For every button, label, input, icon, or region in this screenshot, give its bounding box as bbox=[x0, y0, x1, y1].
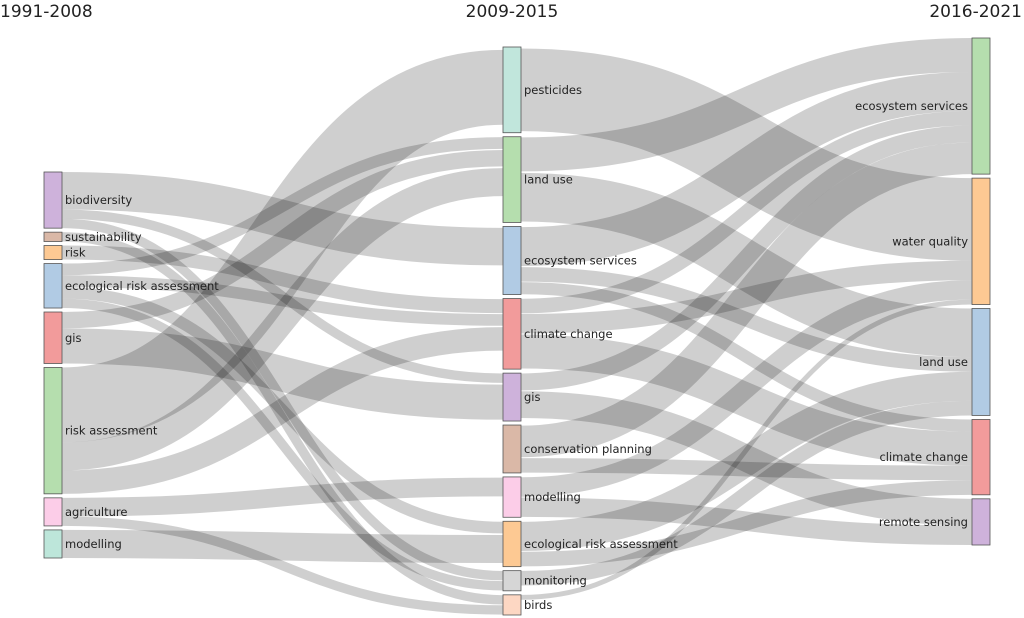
node-c0_sustainability[interactable] bbox=[43, 231, 63, 242]
link-c0_risk-to-c1_cc[interactable] bbox=[61, 245, 504, 314]
column-header-2: 2009-2015 bbox=[466, 2, 559, 22]
link-c1_landuse-to-c2_es[interactable] bbox=[520, 37, 973, 172]
node-c0_era[interactable] bbox=[43, 263, 63, 309]
link-c1_cp-to-c2_cc[interactable] bbox=[520, 458, 973, 481]
link-c1_gis-to-c2_es[interactable] bbox=[520, 125, 973, 391]
node-label-c1_es: ecosystem services bbox=[524, 253, 637, 267]
link-c1_era-to-c2_landuse[interactable] bbox=[520, 371, 973, 551]
link-c0_ra-to-c1_cc[interactable] bbox=[61, 327, 504, 494]
link-c0_biodiversity-to-c1_es[interactable] bbox=[61, 171, 504, 266]
node-c1_cp[interactable] bbox=[502, 424, 522, 474]
node-label-c1_cc: climate change bbox=[524, 327, 613, 341]
node-label-c0_biodiversity: biodiversity bbox=[65, 193, 132, 207]
node-c1_es[interactable] bbox=[502, 226, 522, 295]
link-c0_ra-to-c1_pesticides[interactable] bbox=[60, 49, 505, 443]
node-label-c1_birds: birds bbox=[524, 598, 552, 612]
column-headers: 1991-2008 2009-2015 2016-2021 bbox=[0, 2, 1022, 22]
link-c1_era-to-c2_cc[interactable] bbox=[520, 480, 973, 567]
link-c0_modelling-to-c1_era[interactable] bbox=[61, 529, 504, 564]
flow-nodes: biodiversity sustainability risk ecological… bbox=[43, 37, 991, 616]
link-c0_biodiversity-to-c1_monitoring[interactable] bbox=[61, 218, 504, 581]
link-c1_modelling-to-c2_wq[interactable] bbox=[520, 280, 973, 497]
node-c1_birds[interactable] bbox=[502, 594, 522, 616]
node-label-c0_gis: gis bbox=[65, 331, 82, 345]
node-label-c0_agriculture: agriculture bbox=[65, 505, 127, 519]
node-label-c1_landuse: land use bbox=[524, 173, 573, 187]
link-c0_biodiversity-to-c1_gis[interactable] bbox=[61, 209, 504, 383]
link-c1_birds-to-c2_wq[interactable] bbox=[520, 299, 973, 600]
node-label-c2_wq: water quality bbox=[892, 234, 968, 248]
node-label-c2_es: ecosystem services bbox=[855, 99, 968, 113]
link-c0_era-to-c1_era[interactable] bbox=[61, 286, 504, 534]
node-c2_rs[interactable] bbox=[971, 498, 991, 546]
link-c1_pesticides-to-c2_wq[interactable] bbox=[520, 48, 973, 261]
column-header-1: 1991-2008 bbox=[0, 2, 93, 22]
node-c1_cc[interactable] bbox=[502, 298, 522, 370]
link-c0_era-to-c1_landuse[interactable] bbox=[61, 137, 504, 276]
node-c0_risk[interactable] bbox=[43, 245, 63, 260]
node-label-c2_landuse: land use bbox=[919, 355, 968, 369]
link-c0_agriculture-to-c1_birds[interactable] bbox=[61, 516, 504, 615]
node-c1_landuse[interactable] bbox=[502, 136, 522, 223]
node-label-c1_gis: gis bbox=[524, 390, 541, 404]
link-c0_agriculture-to-c1_modelling[interactable] bbox=[61, 477, 504, 517]
node-label-c1_cp: conservation planning bbox=[524, 442, 652, 456]
node-label-c1_modelling: modelling bbox=[524, 490, 581, 504]
link-c1_es-to-c2_landuse[interactable] bbox=[520, 267, 973, 372]
node-c0_agriculture[interactable] bbox=[43, 497, 63, 527]
node-label-c0_sustainability: sustainability bbox=[65, 230, 142, 244]
link-c0_sustainability-to-c1_birds[interactable] bbox=[61, 232, 504, 605]
node-label-c0_modelling: modelling bbox=[65, 537, 122, 551]
node-label-c0_era: ecological risk assessment bbox=[65, 279, 219, 293]
node-label-c0_ra: risk assessment bbox=[65, 424, 158, 438]
node-label-c2_cc: climate change bbox=[879, 450, 968, 464]
link-c0_gis-to-c1_gis[interactable] bbox=[61, 328, 504, 420]
node-label-c2_rs: remote sensing bbox=[879, 515, 968, 529]
node-c1_modelling[interactable] bbox=[502, 476, 522, 518]
node-c2_es[interactable] bbox=[971, 37, 991, 175]
link-c0_gis-to-c1_landuse[interactable] bbox=[61, 149, 504, 329]
node-label-c1_era: ecological risk assessment bbox=[524, 537, 678, 551]
node-c0_ra[interactable] bbox=[43, 367, 63, 495]
node-c0_biodiversity[interactable] bbox=[43, 171, 63, 229]
node-label-c1_monitoring: monitoring bbox=[524, 574, 587, 588]
link-c1_es-to-c2_es[interactable] bbox=[520, 72, 973, 267]
node-c1_gis[interactable] bbox=[502, 372, 522, 422]
column-header-3: 2016-2021 bbox=[929, 2, 1022, 22]
node-c0_modelling[interactable] bbox=[43, 529, 63, 559]
link-c0_era-to-c1_cc[interactable] bbox=[61, 275, 504, 326]
link-c1_cc-to-c2_cc[interactable] bbox=[520, 334, 973, 466]
link-c1_cc-to-c2_wq[interactable] bbox=[520, 260, 973, 334]
node-label-c0_risk: risk bbox=[65, 246, 86, 260]
flow-links bbox=[60, 37, 973, 615]
link-c1_cc-to-c2_es[interactable] bbox=[520, 110, 973, 314]
node-c1_pesticides[interactable] bbox=[502, 46, 522, 134]
link-c1_monitoring-to-c2_landuse[interactable] bbox=[520, 400, 973, 586]
link-c0_era-to-c1_monitoring[interactable] bbox=[61, 298, 504, 591]
node-label-c1_pesticides: pesticides bbox=[524, 83, 582, 97]
node-c1_era[interactable] bbox=[502, 520, 522, 568]
node-c0_gis[interactable] bbox=[43, 311, 63, 364]
link-c1_landuse-to-c2_landuse[interactable] bbox=[520, 172, 973, 358]
link-c1_es-to-c2_cc[interactable] bbox=[520, 282, 973, 432]
node-c2_landuse[interactable] bbox=[971, 308, 991, 416]
node-c2_cc[interactable] bbox=[971, 419, 991, 496]
link-c1_gis-to-c2_rs[interactable] bbox=[520, 391, 973, 526]
link-c1_cp-to-c2_es[interactable] bbox=[520, 142, 973, 458]
node-c2_wq[interactable] bbox=[971, 177, 991, 305]
link-c1_modelling-to-c2_rs[interactable] bbox=[520, 497, 973, 546]
node-c1_monitoring[interactable] bbox=[502, 570, 522, 592]
link-c0_ra-to-c1_landuse[interactable] bbox=[61, 168, 504, 471]
